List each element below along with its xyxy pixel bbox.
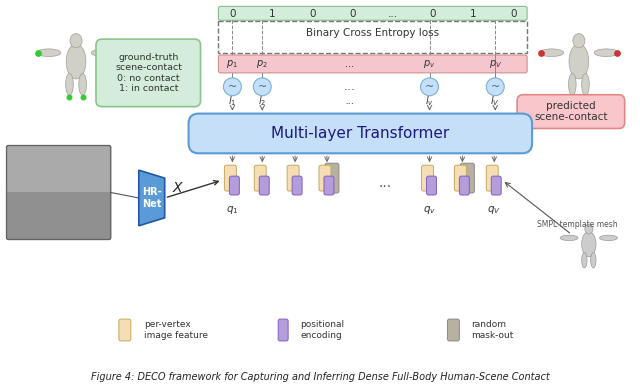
Ellipse shape bbox=[582, 252, 587, 268]
Ellipse shape bbox=[560, 235, 578, 240]
Text: ~: ~ bbox=[258, 82, 267, 92]
FancyBboxPatch shape bbox=[8, 146, 110, 192]
FancyBboxPatch shape bbox=[6, 145, 111, 240]
Text: 1: 1 bbox=[470, 9, 476, 19]
Ellipse shape bbox=[420, 78, 438, 96]
Text: 0: 0 bbox=[349, 9, 356, 19]
FancyBboxPatch shape bbox=[492, 176, 501, 195]
Text: $X$: $X$ bbox=[172, 181, 185, 195]
Text: Binary Cross Entropy loss: Binary Cross Entropy loss bbox=[306, 28, 439, 38]
FancyBboxPatch shape bbox=[8, 146, 110, 239]
Ellipse shape bbox=[573, 33, 585, 48]
Text: ~: ~ bbox=[228, 82, 237, 92]
FancyBboxPatch shape bbox=[325, 163, 339, 193]
Ellipse shape bbox=[582, 74, 589, 95]
Text: ~: ~ bbox=[425, 82, 434, 92]
FancyBboxPatch shape bbox=[218, 55, 527, 73]
Text: Figure 4: DECO framework for Capturing and Inferring Dense Full-Body Human-Scene: Figure 4: DECO framework for Capturing a… bbox=[91, 372, 549, 382]
Ellipse shape bbox=[568, 74, 576, 95]
Ellipse shape bbox=[582, 231, 596, 257]
Text: Multi-layer Transformer: Multi-layer Transformer bbox=[271, 126, 449, 141]
Text: SMPL template mesh: SMPL template mesh bbox=[536, 220, 617, 229]
Text: 0: 0 bbox=[510, 9, 516, 19]
FancyBboxPatch shape bbox=[422, 165, 433, 191]
Text: $p_V$: $p_V$ bbox=[488, 58, 502, 70]
Text: 0: 0 bbox=[229, 9, 236, 19]
Text: $p_2$: $p_2$ bbox=[257, 58, 268, 70]
Ellipse shape bbox=[66, 44, 86, 79]
Text: 0: 0 bbox=[429, 9, 436, 19]
Text: random
mask-out: random mask-out bbox=[471, 320, 514, 340]
Ellipse shape bbox=[591, 252, 596, 268]
Text: ...: ... bbox=[378, 176, 391, 190]
Ellipse shape bbox=[70, 33, 82, 48]
Polygon shape bbox=[139, 170, 164, 226]
Text: $q_1$: $q_1$ bbox=[226, 204, 239, 216]
Text: HR-
Net: HR- Net bbox=[142, 187, 161, 209]
Text: $q_v$: $q_v$ bbox=[423, 204, 436, 216]
Ellipse shape bbox=[585, 224, 593, 234]
Text: $p_1$: $p_1$ bbox=[227, 58, 238, 70]
FancyBboxPatch shape bbox=[189, 114, 532, 153]
Ellipse shape bbox=[223, 78, 241, 96]
Text: ...: ... bbox=[346, 59, 355, 69]
FancyBboxPatch shape bbox=[119, 319, 131, 341]
Ellipse shape bbox=[253, 78, 271, 96]
FancyBboxPatch shape bbox=[460, 176, 469, 195]
Ellipse shape bbox=[540, 49, 564, 56]
Text: predicted
scene-contact: predicted scene-contact bbox=[534, 101, 607, 123]
Ellipse shape bbox=[569, 44, 589, 79]
Text: ...: ... bbox=[388, 9, 398, 19]
FancyBboxPatch shape bbox=[229, 176, 239, 195]
FancyBboxPatch shape bbox=[517, 95, 625, 128]
Text: per-vertex
image feature: per-vertex image feature bbox=[144, 320, 208, 340]
Text: ground-truth
scene-contact
0: no contact
1: in contact: ground-truth scene-contact 0: no contact… bbox=[115, 53, 182, 93]
Text: ~: ~ bbox=[491, 82, 500, 92]
FancyBboxPatch shape bbox=[254, 165, 266, 191]
FancyBboxPatch shape bbox=[447, 319, 460, 341]
Text: positional
encoding: positional encoding bbox=[300, 320, 344, 340]
Text: $q_V$: $q_V$ bbox=[487, 204, 501, 216]
FancyBboxPatch shape bbox=[96, 39, 200, 107]
FancyBboxPatch shape bbox=[426, 176, 436, 195]
Text: $l_1$: $l_1$ bbox=[228, 94, 237, 108]
Text: $l_V$: $l_V$ bbox=[490, 94, 500, 108]
Text: 0: 0 bbox=[309, 9, 316, 19]
FancyBboxPatch shape bbox=[218, 6, 527, 20]
Ellipse shape bbox=[66, 74, 74, 95]
FancyBboxPatch shape bbox=[225, 165, 236, 191]
Ellipse shape bbox=[92, 49, 115, 56]
Ellipse shape bbox=[79, 74, 86, 95]
Text: 1: 1 bbox=[269, 9, 276, 19]
Ellipse shape bbox=[594, 49, 618, 56]
Ellipse shape bbox=[36, 49, 61, 56]
FancyBboxPatch shape bbox=[324, 176, 334, 195]
FancyBboxPatch shape bbox=[278, 319, 288, 341]
Ellipse shape bbox=[486, 78, 504, 96]
FancyBboxPatch shape bbox=[292, 176, 302, 195]
FancyBboxPatch shape bbox=[319, 165, 331, 191]
Ellipse shape bbox=[600, 235, 618, 240]
Text: $p_v$: $p_v$ bbox=[424, 58, 436, 70]
FancyBboxPatch shape bbox=[454, 165, 467, 191]
Bar bbox=[218, 21, 527, 53]
FancyBboxPatch shape bbox=[287, 165, 299, 191]
FancyBboxPatch shape bbox=[486, 165, 498, 191]
Text: $l_v$: $l_v$ bbox=[425, 94, 434, 108]
Text: ...: ... bbox=[345, 96, 355, 106]
Text: $l_2$: $l_2$ bbox=[258, 94, 266, 108]
Text: ...: ... bbox=[344, 80, 356, 93]
FancyBboxPatch shape bbox=[460, 163, 474, 193]
FancyBboxPatch shape bbox=[259, 176, 269, 195]
